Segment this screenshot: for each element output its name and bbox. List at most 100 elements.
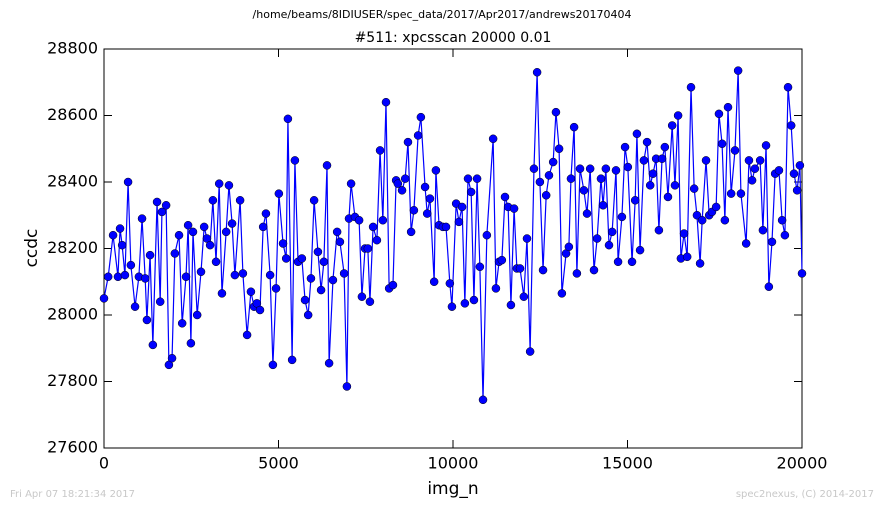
data-point	[466, 187, 476, 197]
data-point	[623, 162, 633, 172]
data-point	[714, 109, 724, 119]
data-point	[519, 292, 529, 301]
data-point	[592, 234, 602, 243]
footer-right: spec2nexus, (C) 2014-2017	[736, 489, 874, 500]
data-point	[397, 186, 407, 195]
data-point	[695, 259, 705, 268]
x-tick-label: 10000	[428, 454, 479, 473]
data-point	[183, 220, 193, 230]
data-point	[635, 245, 645, 255]
y-tick-label: 28400	[47, 172, 98, 191]
data-point	[400, 174, 410, 183]
data-point	[230, 270, 240, 280]
data-point	[582, 209, 592, 218]
data-point	[730, 146, 740, 155]
data-point	[167, 353, 177, 363]
data-point	[332, 227, 342, 237]
data-point	[535, 177, 545, 187]
data-point	[368, 222, 378, 232]
data-point	[224, 181, 234, 190]
data-point	[283, 114, 293, 124]
data-point	[500, 192, 510, 202]
data-point	[354, 215, 364, 225]
chart-title: #511: xpcsscan 20000 0.01	[355, 30, 552, 46]
data-point	[569, 122, 579, 132]
data-point	[472, 174, 482, 183]
data-point	[611, 166, 621, 175]
data-point	[497, 255, 507, 265]
data-point	[630, 196, 640, 205]
data-point	[227, 219, 237, 228]
data-point	[441, 222, 451, 232]
data-point	[422, 209, 432, 218]
data-point	[538, 265, 548, 275]
data-point	[726, 189, 736, 198]
data-point	[475, 262, 485, 272]
x-tick-label: 5000	[258, 454, 299, 473]
data-point	[113, 272, 123, 282]
data-point	[429, 277, 439, 286]
data-point	[673, 111, 683, 120]
data-point	[447, 302, 457, 311]
data-point	[482, 230, 492, 240]
data-point	[268, 360, 278, 370]
data-point	[454, 217, 464, 227]
data-point	[145, 250, 155, 260]
data-point	[783, 82, 793, 92]
data-point	[199, 222, 209, 232]
data-point	[797, 269, 807, 278]
data-point	[648, 169, 658, 178]
x-tick-label: 15000	[602, 454, 653, 473]
data-point	[692, 211, 702, 220]
data-point	[607, 227, 617, 237]
data-point	[786, 121, 796, 130]
data-point	[554, 144, 564, 153]
data-point	[544, 171, 554, 180]
data-point	[488, 134, 498, 144]
data-point	[115, 224, 125, 233]
data-point	[271, 284, 281, 293]
data-point	[529, 164, 539, 173]
data-point	[566, 174, 576, 183]
data-point	[388, 280, 398, 290]
data-point	[632, 129, 642, 139]
data-point	[126, 260, 136, 270]
data-point	[425, 194, 435, 203]
data-point	[181, 272, 191, 282]
data-point	[575, 164, 585, 173]
data-point	[564, 242, 574, 252]
data-point	[261, 209, 271, 218]
data-point	[431, 166, 441, 175]
data-point	[381, 97, 391, 107]
data-point	[515, 264, 525, 273]
suptitle: /home/beams/8IDIUSER/spec_data/2017/Apr2…	[253, 8, 632, 21]
data-point	[767, 237, 777, 247]
data-point	[711, 202, 721, 212]
data-point	[639, 156, 649, 165]
data-point	[148, 340, 158, 350]
data-point	[579, 186, 589, 195]
data-point	[365, 297, 375, 306]
data-point	[617, 212, 627, 222]
x-axis-label: img_n	[427, 479, 478, 499]
data-point	[192, 310, 202, 320]
data-point	[328, 275, 338, 285]
data-point	[372, 235, 382, 245]
data-point	[177, 319, 187, 328]
footer-left: Fri Apr 07 18:21:34 2017	[10, 489, 135, 500]
data-point	[645, 181, 655, 190]
data-point	[303, 310, 313, 320]
data-point	[120, 270, 130, 280]
data-point	[689, 184, 699, 193]
data-point	[774, 166, 784, 175]
data-point	[346, 179, 356, 188]
data-point	[491, 284, 501, 293]
x-tick-label: 20000	[777, 454, 828, 473]
data-point	[155, 297, 165, 306]
data-point	[393, 179, 403, 188]
data-point	[278, 239, 288, 248]
data-point	[214, 179, 224, 188]
data-point	[682, 252, 692, 262]
data-point	[541, 191, 551, 200]
data-point	[287, 355, 297, 365]
